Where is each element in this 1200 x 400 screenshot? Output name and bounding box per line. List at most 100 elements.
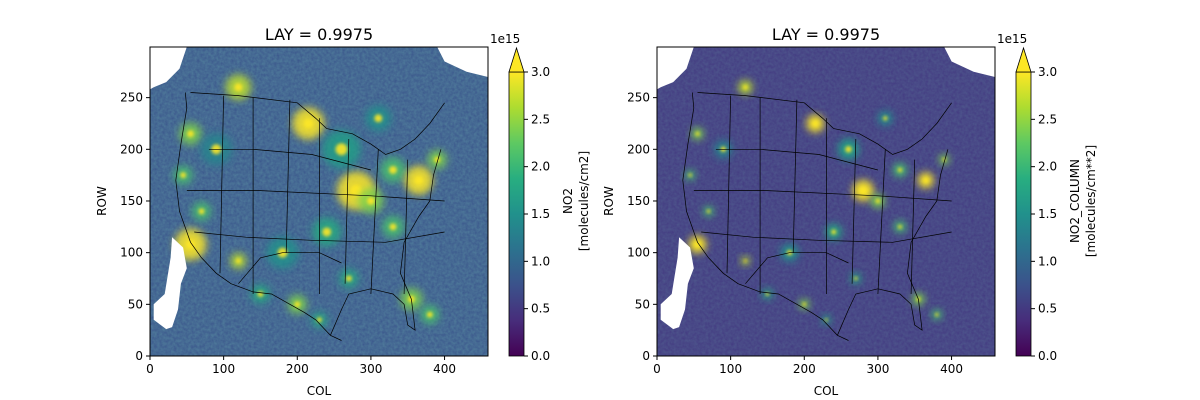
panel-2-x-axis-label: COL	[814, 384, 839, 398]
no2-hotspot-core	[883, 116, 888, 121]
no2-hotspot-core	[198, 208, 205, 215]
missing-data-region	[657, 47, 694, 90]
x-tick-label: 0	[146, 362, 154, 376]
panel-2-y-ticks: 0 50 100 150 200 250	[627, 91, 657, 363]
colorbar-tick-label: 1.5	[1038, 207, 1057, 221]
panel-2-axes-frame	[656, 46, 996, 357]
state-boundary	[837, 149, 949, 336]
no2-hotspot-core	[875, 198, 881, 204]
panel-1-colorbar-extend-arrow	[508, 46, 525, 73]
colorbar-tick-label: 1.0	[1038, 254, 1057, 268]
colorbar-tick-label: 2.5	[531, 112, 550, 126]
panel-1-y-axis-label: ROW	[95, 186, 109, 216]
y-tick-label: 50	[635, 297, 650, 311]
no2-hotspot-core	[743, 259, 747, 263]
colorbar-tick-label: 2.0	[531, 160, 550, 174]
panel-1-heatmap-texture	[150, 47, 488, 356]
no2-hotspot-core	[303, 118, 314, 129]
panel-2-colorbar-offset-text: 1e15	[997, 32, 1027, 46]
no2-hotspot-core	[859, 187, 867, 194]
y-tick-label: 200	[627, 142, 650, 156]
no2-hotspot-core	[897, 167, 903, 173]
panel-2-heatmap-texture	[657, 47, 995, 356]
x-tick-label: 300	[359, 362, 382, 376]
colorbar-tick-label: 3.0	[531, 65, 550, 79]
no2-hotspot-core	[812, 120, 819, 127]
no2-hotspot-core	[845, 146, 852, 153]
no2-hotspot-core	[257, 290, 264, 297]
state-boundary	[403, 159, 409, 295]
no2-hotspot-core	[706, 209, 711, 213]
no2-hotspot-core	[185, 239, 196, 250]
panel-1-x-ticks: 0 100 200 300 400	[146, 356, 456, 376]
missing-data-region	[944, 47, 995, 77]
colorbar-tick-label: 2.5	[1038, 112, 1057, 126]
x-tick-label: 100	[719, 362, 742, 376]
x-tick-label: 100	[212, 362, 235, 376]
state-boundary	[910, 159, 916, 295]
state-boundary	[190, 92, 445, 155]
panel-2: LAY = 0.9975 0 100 200 300 400 0 50 100 150 200 2…	[602, 25, 1098, 398]
x-tick-label: 400	[433, 362, 456, 376]
no2-hotspot-core	[180, 172, 187, 179]
state-boundary	[370, 149, 379, 295]
panel-1-boundaries	[175, 92, 445, 341]
missing-data-region	[660, 237, 694, 330]
y-tick-label: 150	[120, 194, 143, 208]
no2-hotspot-core	[322, 227, 332, 237]
state-boundary	[219, 95, 224, 274]
state-boundary	[792, 99, 798, 253]
colorbar-tick-label: 0.5	[1038, 302, 1057, 316]
no2-hotspot-core	[694, 241, 701, 248]
colorbar-tick-label: 1.0	[531, 254, 550, 268]
panel-2-colorbar-gradient	[1015, 71, 1032, 357]
panel-2-x-ticks: 0 100 200 300 400	[653, 356, 963, 376]
panel-1-y-ticks: 0 50 100 150 200 250	[120, 91, 150, 363]
no2-hotspot-core	[389, 223, 397, 231]
x-tick-label: 200	[793, 362, 816, 376]
panel-1-colorbar-offset-text: 1e15	[490, 32, 520, 46]
y-tick-label: 150	[627, 194, 650, 208]
panel-1-colorbar-gradient	[508, 71, 525, 357]
no2-hotspot-core	[316, 317, 322, 323]
no2-hotspot-core	[414, 175, 424, 185]
state-boundary	[697, 92, 952, 155]
panel-1-colorbar-ticks: 0.0 0.5 1.0 1.5 2.0 2.5 3.0	[524, 65, 550, 363]
no2-hotspot-core	[294, 301, 301, 308]
panel-1-axes-frame	[149, 46, 489, 357]
no2-hotspot-core	[234, 83, 243, 92]
colorbar-tick-label: 2.0	[1038, 160, 1057, 174]
state-boundary	[344, 138, 350, 284]
no2-hotspot-core	[389, 165, 398, 174]
state-boundary	[851, 138, 857, 284]
panel-2-colorbar: 0.0 0.5 1.0 1.5 2.0 2.5 3.0 1e15 NO2_COLUMN [m…	[997, 32, 1098, 363]
colorbar-tick-label: 0.5	[531, 302, 550, 316]
no2-hotspot-core	[374, 114, 383, 123]
x-tick-label: 200	[286, 362, 309, 376]
no2-hotspot-core	[854, 276, 858, 281]
state-boundary	[208, 148, 371, 171]
colorbar-tick-label: 1.5	[531, 207, 550, 221]
y-tick-label: 50	[128, 297, 143, 311]
colorbar-tick-label: 0.0	[531, 349, 550, 363]
y-tick-label: 200	[120, 142, 143, 156]
y-tick-label: 100	[120, 246, 143, 260]
missing-data-region	[437, 47, 488, 77]
no2-hotspot-core	[235, 258, 241, 264]
panel-2-y-axis-label: ROW	[602, 186, 616, 216]
state-boundary	[175, 92, 342, 341]
panel-1-colorbar-label-line1: NO2	[561, 188, 575, 214]
y-tick-label: 0	[135, 349, 143, 363]
y-tick-label: 250	[627, 91, 650, 105]
panel-1-colorbar: 0.0 0.5 1.0 1.5 2.0 2.5 3.0 1e15 NO2 [molecule…	[490, 32, 591, 363]
no2-hotspot-core	[695, 131, 700, 136]
no2-hotspot-core	[345, 275, 352, 282]
panel-1-missing-data	[150, 47, 488, 330]
no2-hotspot-core	[187, 130, 195, 138]
no2-hotspot-core	[898, 224, 902, 229]
state-boundary	[693, 190, 952, 202]
no2-hotspot-core	[923, 177, 929, 183]
panel-2-missing-data	[657, 47, 995, 330]
x-tick-label: 400	[940, 362, 963, 376]
